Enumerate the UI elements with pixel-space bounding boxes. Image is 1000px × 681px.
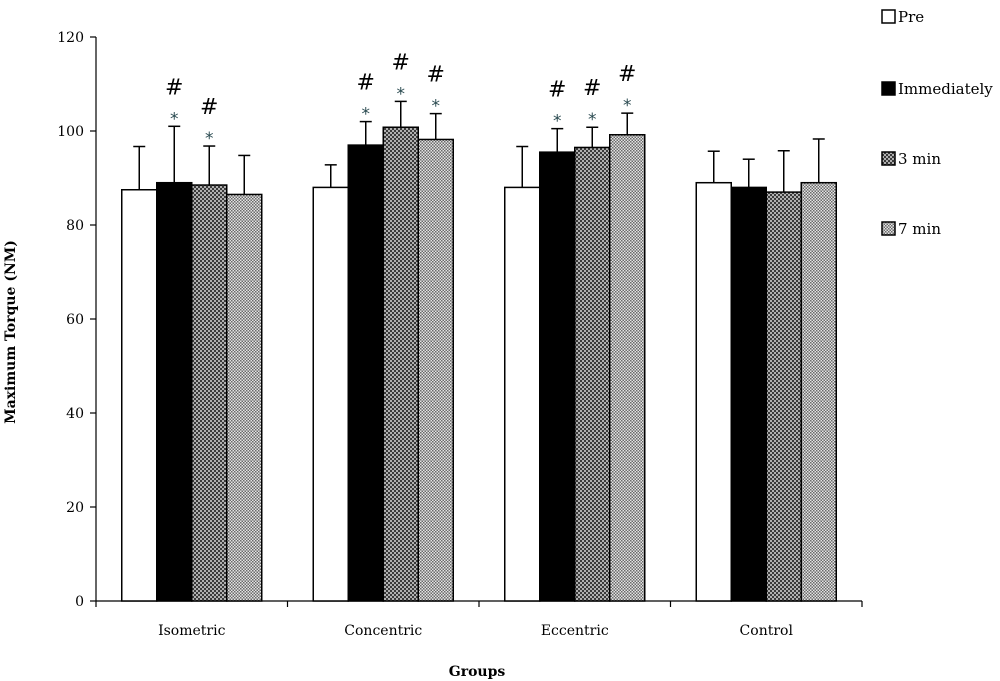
legend-swatch [881,151,896,166]
bar [504,186,541,602]
bar [191,184,228,602]
hash-marker: # [583,76,601,101]
y-axis-title: Maximum Torque (NM) [3,240,19,424]
hash-marker: # [200,95,218,120]
bar [539,151,576,602]
x-tick-label: Concentric [344,623,422,639]
bar [121,189,158,602]
asterisk-marker: * [553,112,562,132]
hash-marker: # [392,50,410,75]
bar [347,144,384,602]
asterisk-marker: * [432,97,441,117]
bar [695,181,732,602]
x-ticks: Isometric Concentric Eccentric Control [95,601,863,639]
x-tick-label: Eccentric [541,623,609,639]
hash-marker: # [357,71,375,96]
asterisk-marker: * [588,110,597,130]
asterisk-marker: * [397,84,406,104]
legend-label: Pre [898,8,924,26]
y-tick-label: 60 [66,312,84,328]
asterisk-marker: * [170,109,179,129]
legend-swatch [881,81,896,96]
y-tick-label: 120 [57,30,84,46]
bar [609,134,646,602]
bar [417,138,454,602]
bar [765,191,802,602]
legend-swatch [881,9,896,24]
y-tick-label: 0 [75,594,84,610]
bar [800,181,837,602]
bars [121,126,837,602]
annotations: # * # * # * # * # * # * # * # * [165,50,636,149]
error-bars [133,100,825,195]
legend-swatch [881,221,896,236]
bar [574,146,611,602]
bar [312,186,349,602]
bar [226,193,263,602]
y-tick-label: 20 [66,500,84,516]
hash-marker: # [427,63,445,88]
hash-marker: # [618,62,636,87]
bar [730,186,767,602]
asterisk-marker: * [362,105,371,125]
asterisk-marker: * [205,129,214,149]
asterisk-marker: * [623,96,632,116]
x-axis-title: Groups [449,664,506,680]
legend: Pre Immediately 3 min 7 min [881,8,993,238]
y-tick-label: 80 [66,218,84,234]
x-tick-label: Control [740,623,794,639]
legend-label: 3 min [898,150,941,168]
bar [156,181,193,602]
hash-marker: # [548,78,566,103]
y-tick-label: 100 [57,124,84,140]
hash-marker: # [165,75,183,100]
y-ticks: 0 20 40 60 80 100 120 [57,30,96,610]
y-tick-label: 40 [66,406,84,422]
x-tick-label: Isometric [158,623,226,639]
legend-label: 7 min [898,220,941,238]
legend-label: Immediately [898,80,993,98]
bar [382,126,419,602]
